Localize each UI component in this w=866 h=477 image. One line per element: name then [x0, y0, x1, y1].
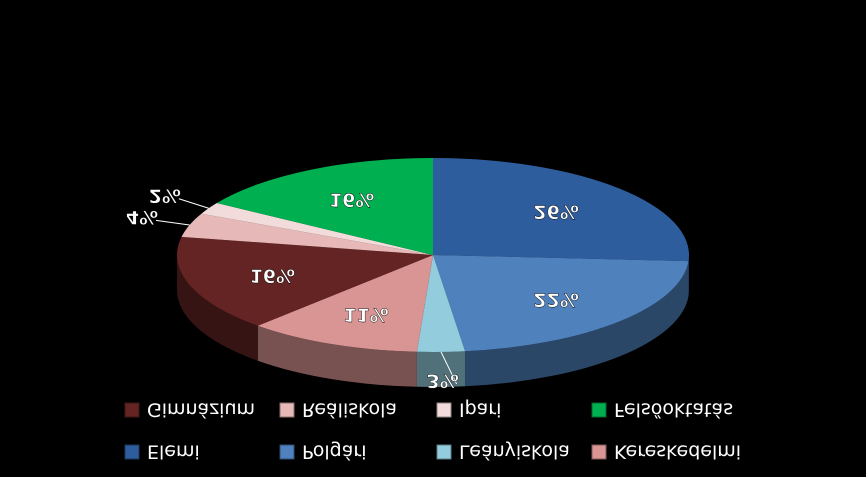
legend-swatch-reáliskola	[279, 402, 295, 418]
legend-label-leányiskola: Leányiskola	[459, 441, 570, 463]
legend-swatch-leányiskola	[436, 444, 452, 460]
legend-swatch-ipari	[436, 402, 452, 418]
pie-slice-gimnázium	[177, 236, 433, 326]
pie-side-gimnázium	[177, 255, 258, 361]
data-label-reáliskola: 4%	[126, 206, 158, 228]
legend-swatch-kereskedelmi	[591, 444, 607, 460]
pie-side-kereskedelmi	[257, 325, 417, 387]
legend-label-felsőoktatás: Felsőoktatás	[614, 399, 733, 421]
pie-slice-kereskedelmi	[257, 255, 433, 352]
data-label-kereskedelmi: 11%	[343, 303, 388, 325]
legend: Elemi Polgári Leányiskola Kereskedelmi Gimná…	[124, 399, 741, 463]
legend-label-gimnázium: Gimnázium	[147, 399, 255, 421]
legend-swatch-gimnázium	[124, 402, 140, 418]
pie-slice-ipari	[201, 203, 433, 255]
pie-side-polgári	[465, 261, 689, 387]
legend-label-reáliskola: Reáliskola	[302, 399, 397, 421]
legend-swatch-elemi	[124, 444, 140, 460]
legend-label-elemi: Elemi	[147, 441, 200, 463]
legend-swatch-felsőoktatás	[591, 402, 607, 418]
pie-top-faces	[177, 158, 689, 352]
pie-side-leányiskola	[416, 351, 466, 387]
pie-data-labels: 26% 22% 3% 11% 16% 4%2% 16%	[126, 184, 579, 392]
pie-slice-elemi	[433, 158, 689, 262]
pie-slice-leányiskola	[416, 255, 466, 352]
legend-label-ipari: Ipari	[459, 399, 501, 421]
pie-slice-felsőoktatás	[216, 158, 433, 255]
data-label-gimnázium: 16%	[250, 264, 295, 286]
data-label-leányiskola: 3%	[426, 369, 458, 391]
legend-label-kereskedelmi: Kereskedelmi	[614, 441, 741, 463]
leader-line-ipari	[178, 198, 209, 209]
leader-line-leányiskola	[440, 351, 458, 385]
leader-line-reáliskola	[155, 219, 190, 226]
data-label-felsőoktatás: 16%	[329, 188, 374, 210]
legend-label-polgári: Polgári	[302, 441, 366, 463]
pie-slice-polgári	[433, 255, 689, 352]
data-label-ipari: 2%	[149, 184, 181, 206]
legend-swatch-polgári	[279, 444, 295, 460]
pie-side-walls	[177, 255, 689, 387]
data-label-elemi: 26%	[533, 201, 578, 223]
pie-slice-reáliskola	[181, 213, 433, 255]
data-label-polgári: 22%	[533, 288, 578, 310]
pie-side-elemi	[688, 255, 689, 297]
